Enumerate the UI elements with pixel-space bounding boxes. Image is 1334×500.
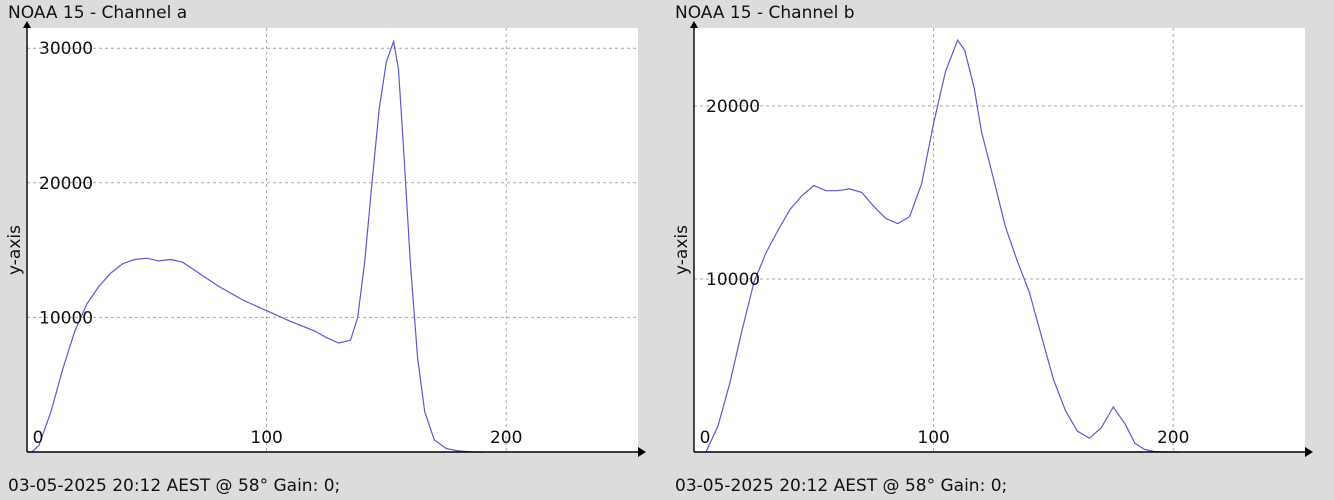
x-axis-arrow	[1305, 447, 1313, 457]
y-tick-label: 30000	[39, 39, 93, 59]
plot-area: 0 100 200 10000 20000 30000 y-axis	[5, 21, 646, 457]
series-line	[705, 38, 1178, 453]
x-tick-label: 200	[490, 428, 522, 448]
y-axis-label: y-axis	[672, 225, 692, 275]
x-axis-arrow	[638, 447, 646, 457]
plot-background	[694, 28, 1305, 452]
chart-footer: 03-05-2025 20:12 AEST @ 58° Gain: 0;	[675, 476, 1008, 496]
series-line	[31, 39, 483, 453]
y-axis-arrow	[23, 21, 31, 28]
plot-area: 0 100 200 10000 20000 y-axis	[672, 21, 1313, 457]
plot-background	[27, 28, 638, 452]
x-tick-label: 100	[250, 428, 282, 448]
chart-footer: 03-05-2025 20:12 AEST @ 58° Gain: 0;	[8, 476, 341, 496]
y-tick-label: 10000	[706, 270, 760, 290]
chart-panel-a: NOAA 15 - Channel a 0 100 200 10000 20000 300…	[5, 3, 646, 496]
x-tick-label: 0	[700, 428, 711, 448]
y-tick-label: 10000	[39, 308, 93, 328]
y-axis-label: y-axis	[5, 225, 25, 275]
x-tick-label: 200	[1157, 428, 1189, 448]
y-tick-label: 20000	[706, 97, 760, 117]
chart-title: NOAA 15 - Channel a	[8, 3, 188, 23]
chart-title: NOAA 15 - Channel b	[675, 3, 855, 23]
x-tick-label: 100	[917, 428, 949, 448]
chart-panel-b: NOAA 15 - Channel b 0 100 200 10000 20000 y-a…	[667, 0, 1334, 500]
x-tick-label: 0	[33, 428, 44, 448]
y-tick-label: 20000	[39, 174, 93, 194]
y-axis-arrow	[690, 21, 698, 28]
